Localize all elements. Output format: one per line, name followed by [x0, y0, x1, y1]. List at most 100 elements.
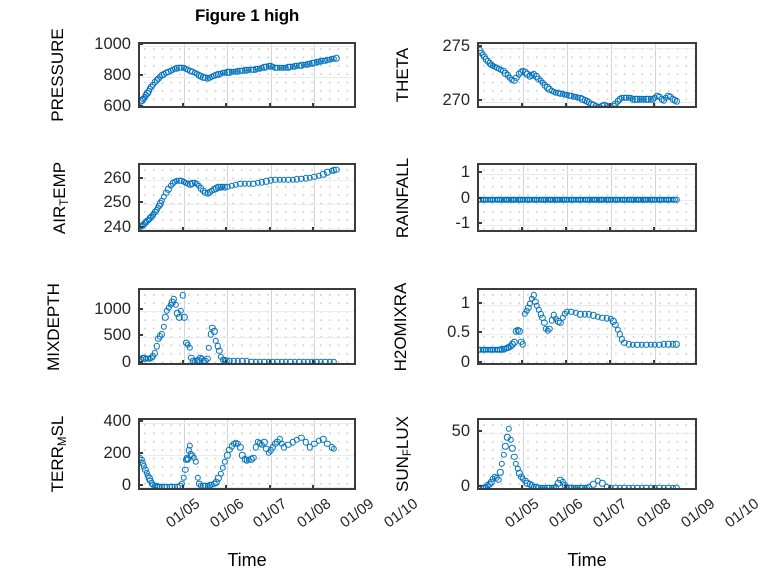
data-point — [186, 442, 193, 449]
data-point — [162, 314, 169, 321]
xtick-mark — [653, 360, 655, 365]
vertical-gridline — [523, 290, 524, 363]
xtick-mark — [695, 227, 697, 232]
xtick-mark — [268, 227, 271, 232]
data-point — [509, 445, 516, 452]
data-series — [479, 44, 695, 106]
xaxis-label-left: Time — [227, 550, 267, 570]
data-point — [180, 474, 187, 481]
horizontal-gridline — [479, 433, 695, 435]
vertical-gridline — [611, 420, 612, 488]
data-series — [479, 290, 695, 363]
ytick-label: 1 — [460, 293, 470, 312]
xtick-mark — [653, 103, 655, 108]
data-point — [160, 323, 167, 331]
ytick-mark — [138, 360, 143, 363]
xtick-mark — [181, 485, 184, 490]
ytick-mark — [477, 430, 482, 433]
data-point — [330, 358, 338, 363]
data-point — [672, 484, 680, 488]
xtick-label: 01/09 — [337, 495, 378, 532]
yaxis-label-subscript: T — [59, 198, 71, 206]
horizontal-gridline — [140, 364, 354, 365]
data-point — [186, 344, 193, 352]
horizontal-gridline — [140, 204, 354, 206]
data-point — [530, 292, 537, 299]
data-point — [302, 439, 309, 446]
horizontal-gridline — [140, 337, 354, 339]
yaxis-label-main: AIR — [50, 205, 69, 234]
xtick-label: 01/07 — [250, 495, 291, 532]
horizontal-gridline — [479, 48, 695, 50]
vertical-gridline — [655, 420, 656, 488]
xtick-mark — [138, 360, 140, 365]
xtick-label: 01/08 — [633, 495, 675, 532]
ytick-mark — [477, 222, 482, 225]
horizontal-gridline — [140, 487, 354, 488]
data-series — [140, 44, 354, 106]
xtick-mark — [354, 103, 356, 108]
data-point — [502, 442, 509, 450]
ytick-label: 400 — [103, 411, 131, 430]
data-point — [498, 460, 506, 467]
ytick-mark — [477, 45, 482, 48]
ytick-label: 800 — [103, 65, 131, 84]
vertical-gridline — [314, 44, 316, 106]
data-point — [330, 445, 338, 452]
axes-box — [138, 288, 356, 365]
data-point — [298, 434, 305, 441]
chart-panel-bottom-left: 0 200 400 01/05 01/06 01/07 01/08 01/09 01/10 TER… — [48, 413, 421, 531]
horizontal-gridline — [140, 229, 354, 230]
xtick-mark — [695, 360, 697, 365]
xtick-mark — [268, 360, 271, 365]
data-point — [153, 343, 160, 350]
ytick-label: 250 — [103, 193, 131, 212]
chart-panel-mid-lower-right: 0 0.5 1 H2OMIXRA — [391, 282, 697, 371]
yaxis-label: RAINFALL — [393, 157, 412, 238]
xtick-label: 01/06 — [545, 495, 587, 532]
vertical-gridline — [314, 165, 316, 230]
data-point — [590, 481, 597, 488]
ytick-label: 275 — [442, 37, 470, 56]
data-series — [140, 290, 354, 363]
data-point — [223, 451, 231, 459]
chart-panel-top-right: 270 275 THETA — [393, 38, 697, 108]
ytick-label: 0 — [460, 476, 470, 495]
data-point — [182, 466, 189, 473]
xtick-mark — [312, 485, 315, 490]
data-point — [306, 443, 314, 451]
ytick-mark — [138, 105, 143, 108]
xtick-mark — [181, 103, 184, 108]
xtick-mark — [609, 227, 611, 232]
ytick-mark — [138, 201, 143, 204]
ytick-mark — [138, 226, 143, 229]
xtick-label: 01/09 — [677, 495, 719, 532]
horizontal-gridline — [479, 334, 695, 336]
ytick-label: 0.5 — [447, 323, 470, 342]
ytick-label: 1000 — [94, 299, 131, 318]
data-point — [172, 301, 179, 308]
xtick-mark — [225, 360, 228, 365]
vertical-gridline — [314, 420, 316, 488]
vertical-gridline — [611, 290, 612, 363]
xtick-label: 01/10 — [721, 495, 763, 532]
horizontal-gridline — [479, 173, 695, 175]
xtick-mark — [312, 103, 315, 108]
data-point — [505, 425, 513, 432]
data-point — [210, 327, 218, 335]
data-series — [479, 420, 695, 488]
xtick-mark — [695, 485, 697, 490]
yaxis-label: TERRMSL — [48, 379, 71, 529]
data-point — [598, 480, 606, 487]
ytick-mark — [138, 452, 143, 455]
xtick-label: 01/08 — [293, 495, 334, 532]
ytick-mark — [477, 196, 482, 199]
data-point — [181, 314, 188, 321]
ytick-label: 260 — [103, 168, 131, 187]
data-point — [219, 464, 227, 472]
xtick-mark — [653, 485, 655, 490]
data-point — [237, 443, 244, 451]
xtick-mark — [312, 227, 315, 232]
xtick-mark — [225, 103, 228, 108]
data-point — [158, 331, 165, 338]
